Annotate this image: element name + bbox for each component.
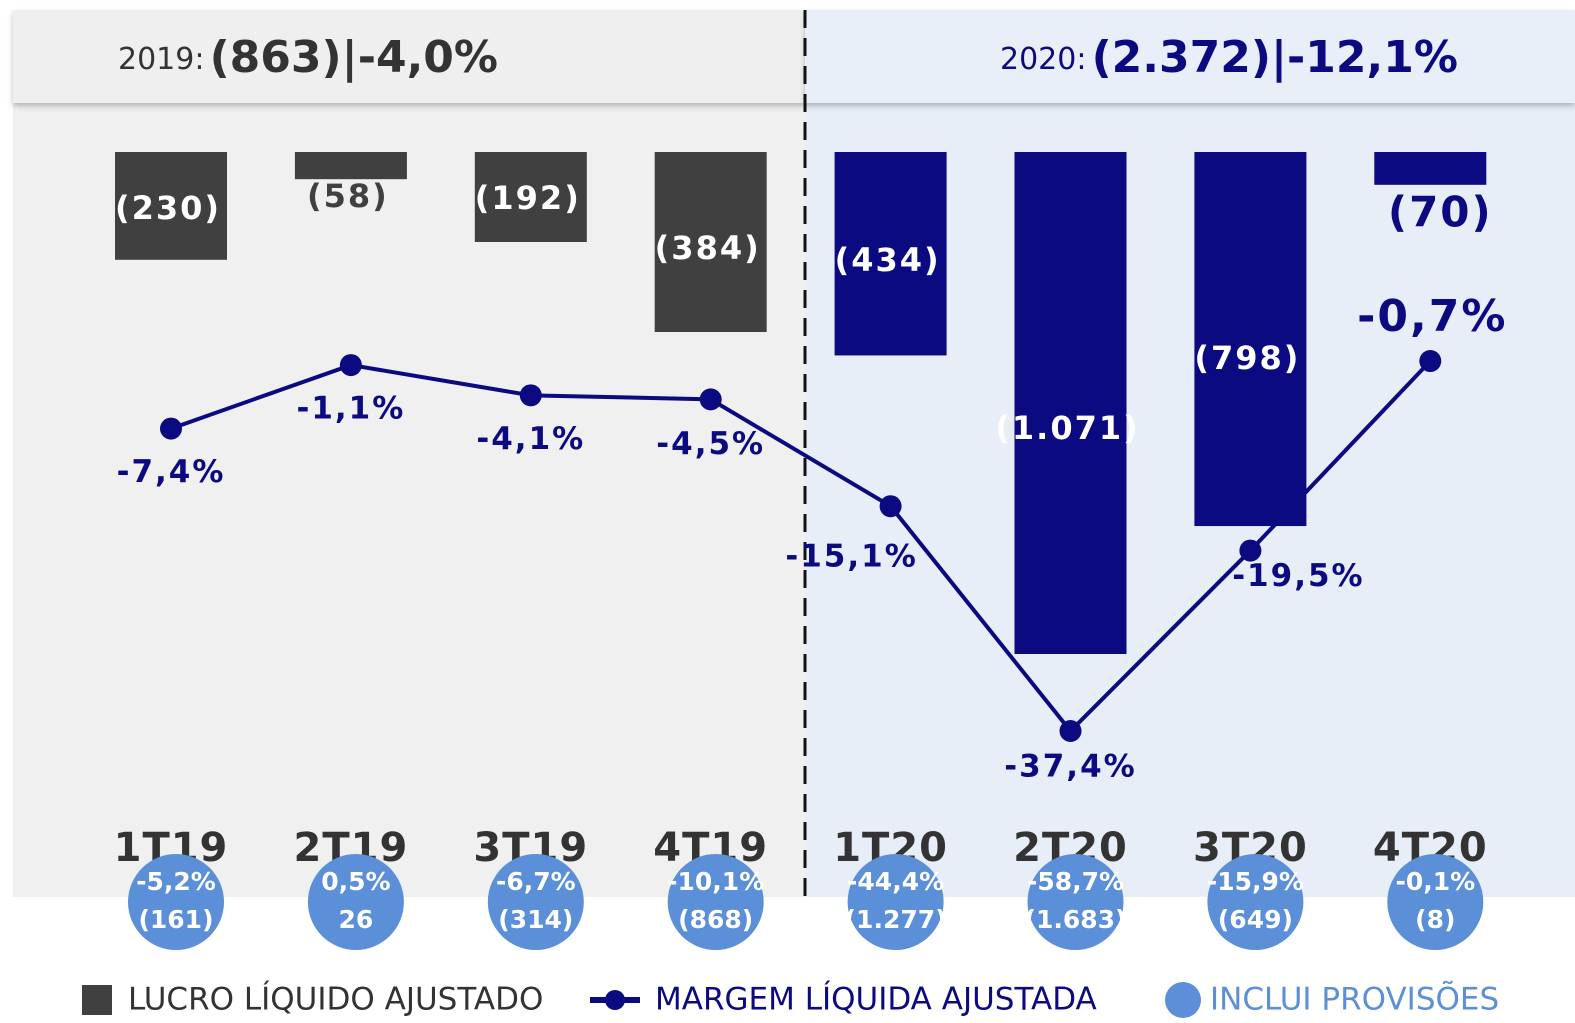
- provision-circle: [128, 854, 224, 950]
- bar-label: (434): [835, 241, 941, 279]
- provision-percent: -15,9%: [1207, 867, 1304, 896]
- provision-circle: [307, 854, 404, 950]
- provision-percent: -10,1%: [667, 867, 764, 896]
- bar: [1014, 152, 1127, 654]
- summary-value: (863): [210, 32, 342, 83]
- provision-circle: [487, 854, 584, 950]
- provision-percent: -58,7%: [1027, 867, 1124, 896]
- bar: [474, 152, 587, 242]
- bar: [294, 152, 407, 180]
- bar-label: (1.071): [995, 409, 1139, 447]
- line-point: [519, 384, 542, 407]
- provision-amount: (1.277): [845, 905, 947, 934]
- provision-amount: (8): [1415, 905, 1455, 934]
- summary-label: 2020:: [1000, 42, 1086, 77]
- summary-label: 2019:: [118, 42, 204, 77]
- provision-amount: (314): [498, 905, 573, 934]
- summary: 2019: (863)|-4,0%: [118, 32, 498, 83]
- provision-percent: 0,5%: [321, 867, 390, 896]
- header-2020: [805, 10, 1575, 103]
- provision-circle: [667, 854, 764, 950]
- summary: 2020: (2.372)|-12,1%: [1000, 32, 1458, 83]
- line-label: -4,1%: [476, 421, 585, 457]
- provision-circle: [1387, 854, 1484, 950]
- line-point: [1419, 350, 1442, 373]
- summary-separator: |: [1271, 32, 1287, 83]
- provision-circle: [1027, 854, 1124, 950]
- bar: [115, 152, 227, 260]
- provision-amount: (649): [1218, 905, 1293, 934]
- line: [170, 359, 1432, 734]
- line-point: [1239, 539, 1262, 562]
- panel-2020: [805, 10, 1575, 897]
- line-label: -4,5%: [656, 426, 765, 462]
- provision-amount: (1.683): [1025, 905, 1127, 934]
- line-label: -37,4%: [1004, 749, 1136, 785]
- line-point: [339, 354, 362, 377]
- legend-label: LUCRO LÍQUIDO AJUSTADO: [128, 982, 543, 1018]
- bar-label: (70): [1388, 188, 1493, 237]
- legend-label: INCLUI PROVISÕES: [1210, 981, 1499, 1018]
- bar: [1194, 152, 1307, 527]
- provision-percent: -0,1%: [1395, 867, 1475, 896]
- summary-margin: -12,1%: [1287, 32, 1458, 83]
- header-2019: [13, 10, 805, 103]
- bar-label: (192): [475, 179, 581, 217]
- legend-swatch: [82, 985, 112, 1015]
- line-point: [879, 495, 902, 518]
- provision-percent: -6,7%: [496, 867, 576, 896]
- summary-value: (2.372): [1092, 32, 1271, 83]
- line-label: -7,4%: [117, 454, 226, 490]
- legend-label: MARGEM LÍQUIDA AJUSTADA: [655, 982, 1097, 1018]
- bar-label: (384): [655, 229, 761, 267]
- line-label: -0,7%: [1357, 291, 1507, 342]
- provision-amount: (868): [678, 905, 753, 934]
- bar: [1374, 152, 1487, 185]
- line-point: [1059, 720, 1082, 742]
- legend-swatch: [605, 990, 625, 1010]
- legend-swatch: [1165, 982, 1201, 1018]
- bar-label: (798): [1194, 339, 1300, 377]
- line-label: -15,1%: [785, 539, 917, 575]
- bar-label: (58): [307, 177, 389, 215]
- provision-percent: -5,2%: [136, 867, 216, 896]
- bar-label: (230): [115, 189, 221, 227]
- provision-circle: [847, 854, 944, 950]
- provision-amount: 26: [339, 905, 374, 934]
- summary-separator: |: [342, 32, 358, 83]
- line-point: [160, 417, 182, 440]
- bar: [834, 152, 947, 356]
- provision-amount: (161): [138, 905, 213, 934]
- line-label: -1,1%: [296, 391, 405, 427]
- line-point: [699, 388, 722, 411]
- provision-percent: -44,4%: [847, 867, 944, 896]
- summary-margin: -4,0%: [358, 32, 498, 83]
- line-label: -19,5%: [1232, 558, 1364, 594]
- provision-circle: [1207, 854, 1304, 950]
- bar: [654, 152, 767, 332]
